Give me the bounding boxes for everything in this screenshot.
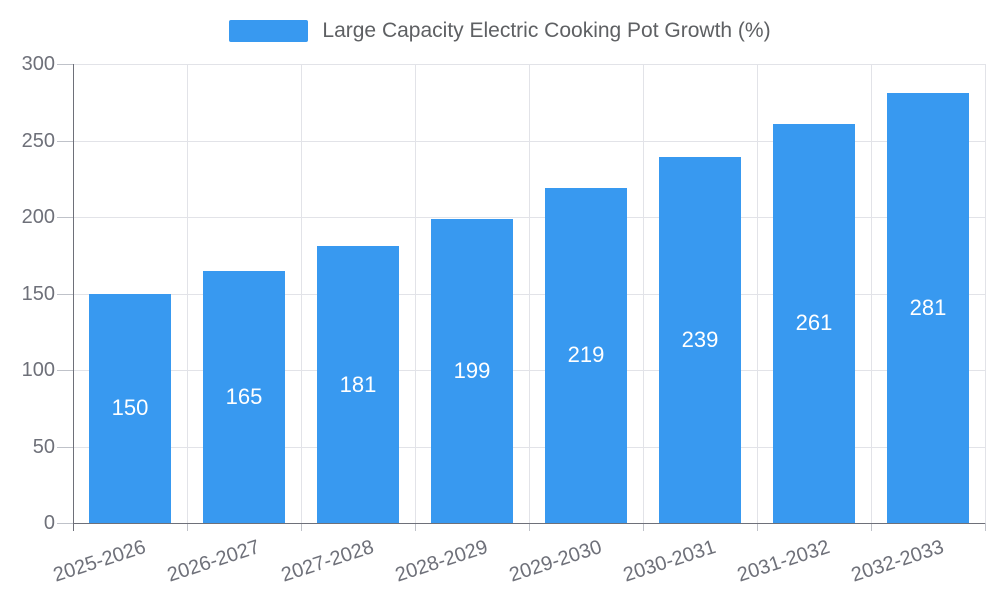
y-axis-tick-label: 250: [21, 129, 55, 152]
legend-swatch-icon: [229, 20, 309, 42]
y-axis-tick-label: 50: [32, 435, 55, 458]
x-axis-tick: [985, 523, 986, 531]
y-axis-tick: [57, 64, 73, 65]
y-axis-tick-label: 100: [21, 359, 55, 381]
bar[interactable]: 181: [317, 246, 399, 523]
y-axis-tick-label: 300: [21, 53, 55, 75]
x-axis-tick-label: 2029-2030: [507, 536, 605, 587]
bar[interactable]: 281: [887, 93, 969, 523]
x-axis-tick-label: 2031-2032: [735, 536, 833, 587]
y-axis-tick-label: 0: [43, 512, 55, 534]
bar[interactable]: 150: [89, 293, 171, 523]
y-axis-tick-label: 150: [21, 282, 55, 305]
gridline-vertical: [415, 64, 416, 523]
x-axis-tick-label: 2030-2031: [621, 536, 719, 587]
y-axis-tick: [57, 217, 73, 218]
x-axis-tick-label: 2025-2026: [51, 536, 149, 587]
x-axis-line: [73, 523, 985, 524]
bar-value-label: 181: [339, 371, 377, 397]
bar-value-label: 199: [453, 357, 491, 383]
bar[interactable]: 261: [773, 123, 855, 523]
y-axis-line: [73, 64, 74, 531]
gridline-vertical: [871, 64, 872, 523]
x-axis-tick: [757, 523, 758, 531]
gridline-vertical: [643, 64, 644, 523]
x-axis-tick: [643, 523, 644, 531]
bar-value-label: 219: [567, 342, 605, 368]
y-axis-tick: [57, 293, 73, 295]
bar[interactable]: 219: [545, 187, 627, 523]
bar-value-label: 281: [909, 295, 947, 321]
bar[interactable]: 199: [431, 218, 513, 523]
x-axis-tick-label: 2027-2028: [279, 536, 377, 587]
y-axis-tick: [57, 523, 73, 524]
legend-label: Large Capacity Electric Cooking Pot Grow…: [322, 19, 771, 42]
x-axis-tick-label: 2026-2027: [165, 536, 263, 587]
x-axis-tick: [871, 523, 872, 531]
bar[interactable]: 239: [659, 157, 741, 523]
x-axis-tick: [301, 523, 302, 531]
y-axis-tick: [57, 140, 73, 142]
y-axis-tick: [57, 370, 73, 371]
gridline-vertical: [529, 64, 530, 523]
bar[interactable]: 165: [203, 270, 285, 523]
y-axis-tick-label: 200: [21, 206, 55, 228]
bar-value-label: 150: [111, 395, 149, 421]
bar-value-label: 261: [795, 310, 833, 336]
bar-value-label: 165: [225, 383, 263, 409]
legend[interactable]: Large Capacity Electric Cooking Pot Grow…: [0, 14, 1000, 48]
y-axis-tick: [57, 446, 73, 448]
gridline-vertical: [985, 64, 986, 523]
bar-value-label: 239: [681, 327, 719, 353]
gridline-vertical: [187, 64, 188, 523]
x-axis-tick: [187, 523, 188, 531]
gridline-vertical: [757, 64, 758, 523]
x-axis-tick: [415, 523, 416, 531]
gridline-vertical: [301, 64, 302, 523]
x-axis-tick-label: 2032-2033: [849, 536, 947, 587]
x-axis-tick: [529, 523, 530, 531]
x-axis-tick-label: 2028-2029: [393, 536, 491, 587]
